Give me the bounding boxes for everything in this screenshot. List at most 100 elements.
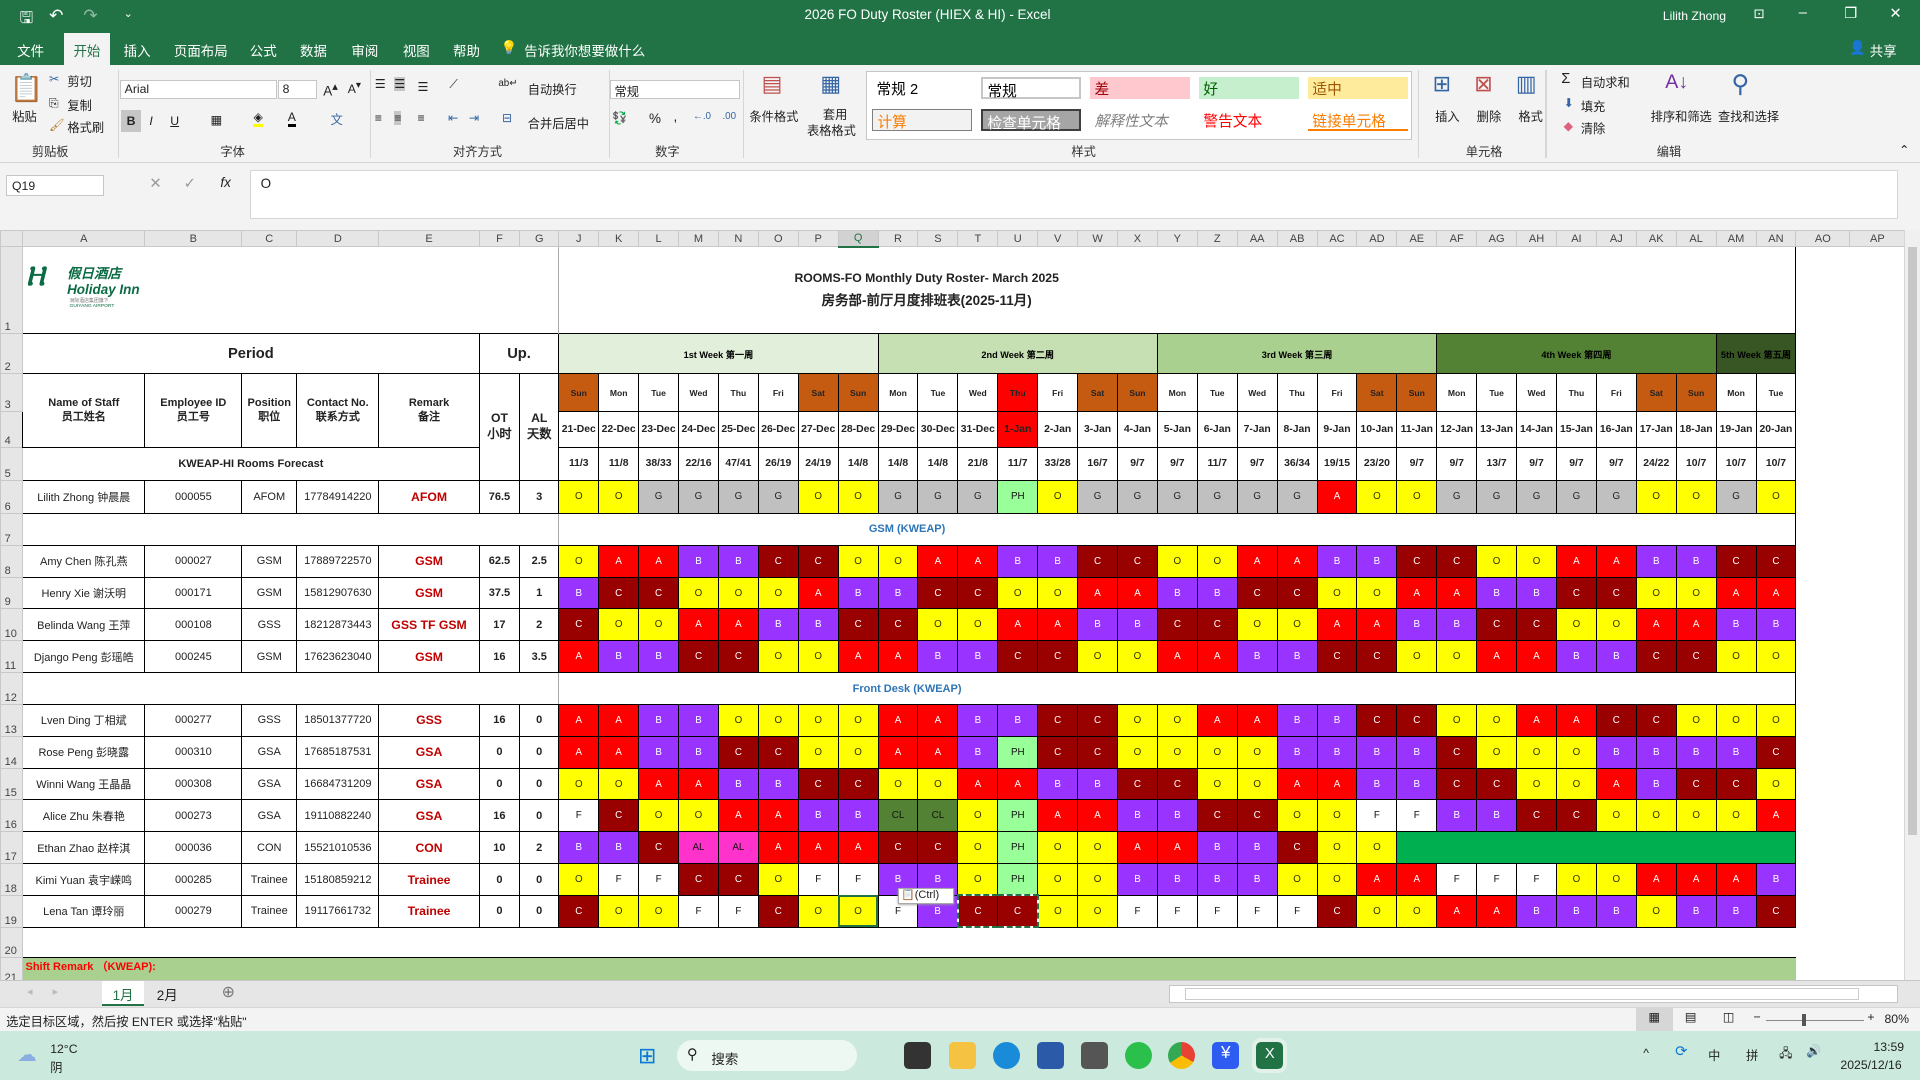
remark[interactable]: GSM	[378, 640, 480, 674]
al-days[interactable]: 0	[519, 863, 560, 896]
shift-cell[interactable]: O	[717, 576, 759, 610]
date-cell[interactable]: 26-Dec	[757, 411, 799, 448]
orientation-icon[interactable]: ⟋	[449, 77, 458, 92]
shift-cell[interactable]: A	[1715, 863, 1757, 896]
shift-cell[interactable]: C	[1516, 799, 1557, 833]
position[interactable]: Trainee	[241, 894, 298, 928]
column-header[interactable]: R	[877, 230, 919, 248]
cell[interactable]	[1850, 895, 1904, 927]
column-header[interactable]: AC	[1316, 230, 1358, 248]
ime-mode[interactable]: 中	[1708, 1048, 1721, 1063]
shift-cell[interactable]: C	[1077, 703, 1118, 737]
date-cell[interactable]: 24-Dec	[678, 411, 719, 448]
column-header[interactable]: AE	[1396, 230, 1438, 248]
shift-cell[interactable]: B	[1236, 640, 1278, 674]
shift-cell[interactable]: G	[1156, 479, 1198, 514]
forecast-cell[interactable]: 36/34	[1276, 446, 1318, 481]
align-top-icon[interactable]: ☰	[374, 77, 386, 92]
remark[interactable]: GSA	[378, 767, 480, 801]
blank-cell[interactable]	[1850, 927, 1904, 958]
shift-cell[interactable]: B	[638, 735, 680, 769]
align-left-icon[interactable]: ≡	[374, 111, 382, 126]
shift-cell[interactable]: O	[1117, 703, 1158, 737]
shift-cell[interactable]: A	[1276, 544, 1318, 578]
shift-cell[interactable]: A	[1555, 544, 1597, 578]
zoom-slider[interactable]	[1765, 1019, 1864, 1021]
shift-cell[interactable]: B	[1356, 544, 1398, 578]
staff-name[interactable]: Django Peng 彭瑶皓	[22, 640, 146, 674]
shift-cell[interactable]: C	[1436, 767, 1478, 801]
shift-cell[interactable]: C	[1236, 799, 1278, 833]
blank-cell[interactable]	[1796, 927, 1850, 958]
contact-number[interactable]: 19110882240	[296, 799, 380, 833]
column-header[interactable]: Z	[1196, 230, 1238, 248]
shift-cell[interactable]: A	[1156, 831, 1198, 865]
forecast-cell[interactable]: 11/3	[558, 446, 600, 481]
forecast-cell[interactable]: 10/7	[1755, 446, 1797, 481]
increase-indent-icon[interactable]: ⇥	[468, 111, 480, 126]
cell[interactable]	[1796, 374, 1850, 412]
staff-name[interactable]: Lilith Zhong 钟晨晨	[22, 479, 146, 514]
weather-icon[interactable]: ☁	[17, 1044, 37, 1067]
cell[interactable]	[1796, 895, 1850, 927]
shift-cell[interactable]: F	[1396, 799, 1438, 833]
shift-cell[interactable]: B	[1715, 735, 1757, 769]
blank-cell[interactable]	[145, 927, 242, 958]
employee-id[interactable]: 000279	[144, 894, 243, 928]
shift-cell[interactable]: O	[1156, 735, 1198, 769]
column-header[interactable]: O	[757, 230, 799, 248]
close-icon[interactable]: ✕	[1889, 5, 1902, 22]
shift-cell[interactable]: A	[797, 576, 839, 610]
shift-cell[interactable]: A	[957, 767, 999, 801]
cell-style-2[interactable]: 常规	[980, 76, 1081, 100]
shift-cell[interactable]: O	[1196, 735, 1238, 769]
shift-cell[interactable]: C	[1396, 544, 1438, 578]
shift-cell[interactable]: G	[917, 479, 959, 514]
cell[interactable]	[1850, 412, 1904, 448]
cell[interactable]	[1850, 447, 1904, 480]
cell[interactable]	[1796, 832, 1850, 864]
tab-data[interactable]: 数据	[300, 44, 327, 60]
shift-cell[interactable]: O	[837, 703, 879, 737]
cell[interactable]	[1796, 447, 1850, 480]
shift-cell[interactable]: O	[1516, 544, 1557, 578]
contact-number[interactable]: 17623623040	[296, 640, 380, 674]
shift-cell[interactable]: O	[1316, 576, 1358, 610]
shift-cell[interactable]: O	[1037, 863, 1079, 896]
shift-cell[interactable]: B	[678, 544, 719, 578]
shift-cell[interactable]: A	[1675, 608, 1717, 642]
next-sheet-icon[interactable]: ▸	[52, 986, 59, 999]
blank-cell[interactable]	[1118, 927, 1158, 958]
sync-icon[interactable]: ⟳	[1675, 1044, 1688, 1061]
cell[interactable]	[1796, 247, 1850, 334]
shift-cell[interactable]: B	[717, 767, 759, 801]
tab-help[interactable]: 帮助	[453, 44, 480, 60]
shift-cell[interactable]: A	[558, 735, 600, 769]
clock-date[interactable]: 2025/12/16	[1840, 1057, 1902, 1072]
shift-cell[interactable]: B	[1037, 544, 1079, 578]
column-header[interactable]: A	[22, 230, 146, 248]
shift-cell[interactable]: B	[1396, 608, 1438, 642]
shift-cell[interactable]: A	[1356, 863, 1398, 896]
cell[interactable]	[1850, 609, 1904, 641]
cell-style-1[interactable]: 常规 2	[871, 76, 972, 99]
shift-cell[interactable]: O	[757, 863, 799, 896]
cell[interactable]	[1850, 864, 1904, 896]
blank-cell[interactable]	[379, 927, 479, 958]
date-cell[interactable]: 13-Jan	[1476, 411, 1518, 448]
shift-cell[interactable]: O	[837, 735, 879, 769]
contact-number[interactable]: 15521010536	[296, 831, 380, 865]
blank-cell[interactable]	[479, 927, 519, 958]
remark[interactable]: GSA	[378, 799, 480, 833]
decrease-font-icon[interactable]: A▾	[347, 79, 362, 96]
shift-cell[interactable]: O	[957, 831, 999, 865]
tab-home[interactable]: 开始	[63, 33, 111, 65]
shift-cell[interactable]: A	[678, 608, 719, 642]
cell[interactable]	[1850, 577, 1904, 609]
column-header[interactable]: E	[378, 230, 480, 248]
increase-decimal-icon[interactable]: ←.0	[693, 111, 711, 123]
row-header[interactable]: 6	[0, 479, 24, 514]
shift-cell[interactable]: A	[757, 799, 799, 833]
blank-cell[interactable]	[1317, 927, 1357, 958]
shift-cell[interactable]: F	[638, 863, 680, 896]
